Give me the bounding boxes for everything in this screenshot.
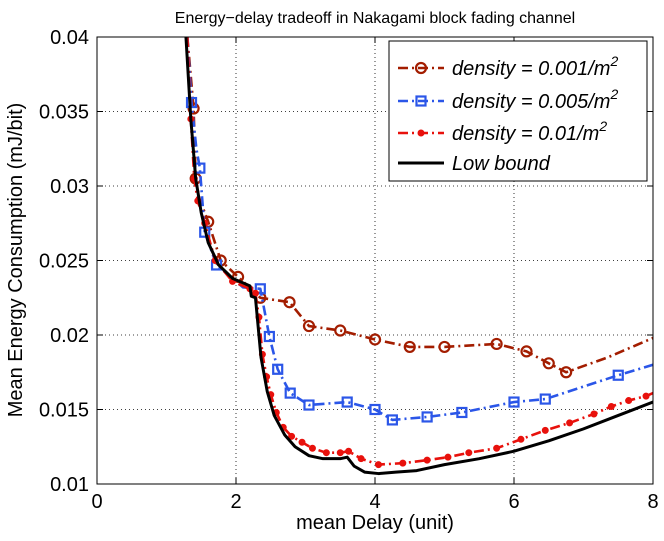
x-tick-label-2: 4	[369, 491, 380, 513]
series-line-2	[186, 37, 653, 466]
legend-marker-2	[417, 129, 425, 137]
series-2-point-30	[566, 419, 574, 427]
legend-label-text-1: density = 0.005/m	[452, 91, 610, 113]
y-tick-label-5: 0.035	[39, 102, 89, 124]
series-2-point-32	[607, 403, 615, 411]
x-axis-title: mean Delay (unit)	[296, 512, 454, 534]
series-0-point-12	[403, 340, 416, 354]
legend-label-text-0: density = 0.001/m	[452, 58, 610, 80]
series-1-point-8	[254, 283, 266, 295]
legend-label-superscript-1: 2	[609, 86, 618, 102]
series-2-point-27	[493, 444, 501, 452]
x-tick-label-1: 2	[230, 491, 241, 513]
x-tick-label-0: 0	[91, 491, 102, 513]
series-1-point-10	[272, 363, 284, 375]
series-2-point-25	[444, 453, 452, 461]
series-1-point-16	[421, 411, 433, 423]
legend-box	[388, 40, 648, 182]
legend-label-superscript-2: 2	[598, 118, 607, 134]
series-0-point-9	[302, 319, 316, 333]
series-0-point-1	[187, 102, 200, 115]
series-2-point-16	[298, 438, 306, 446]
legend-label-1: density = 0.005/m2	[452, 86, 618, 113]
series-0-point-13	[438, 340, 451, 354]
legend-label-3: Low bound	[452, 153, 551, 175]
series-0-point-8	[283, 296, 296, 309]
series-1-point-15	[386, 414, 398, 426]
series-2-point-8	[251, 289, 259, 297]
series-3	[184, 37, 653, 476]
series-0-point-11	[368, 333, 382, 346]
series-2-point-22	[374, 461, 382, 469]
x-tick-label-3: 6	[508, 491, 519, 513]
series-line-3	[184, 37, 653, 476]
series-layer	[184, 37, 653, 476]
series-1-point-12	[303, 399, 315, 411]
series-0-point-15	[520, 345, 533, 358]
series-0-point-17	[560, 366, 573, 379]
legend-marker-1	[415, 95, 427, 107]
series-2-point-18	[322, 449, 330, 457]
legend-marker-0	[414, 61, 428, 75]
series-2-point-23	[399, 459, 407, 467]
series-2-point-34	[642, 392, 650, 400]
chart-title: Energy−delay tradeoff in Nakagami block …	[175, 10, 575, 27]
y-axis-title: Mean Energy Consumption (mJ/bit)	[5, 103, 27, 418]
series-0-point-10	[334, 324, 347, 337]
series-0-point-14	[490, 337, 503, 351]
series-1-point-14	[369, 403, 381, 416]
y-tick-label-1: 0.015	[39, 400, 89, 422]
tick-layer: 0 2 4 6 8 0.01 0.015 0.02 0.025 0.03 0.035 0.04	[39, 27, 659, 513]
series-1-point-19	[539, 393, 551, 405]
y-tick-label-2: 0.02	[50, 325, 89, 347]
y-tick-label-6: 0.04	[50, 27, 89, 49]
x-tick-label-4: 8	[647, 491, 658, 513]
y-tick-label-4: 0.03	[50, 176, 89, 198]
series-2-point-24	[423, 456, 431, 464]
series-2-point-29	[541, 426, 549, 434]
series-0-point-16	[542, 357, 555, 370]
series-1-point-11	[284, 387, 296, 399]
series-2-point-19	[336, 449, 344, 457]
y-tick-label-3: 0.025	[39, 251, 89, 273]
series-2-point-26	[465, 449, 473, 457]
series-1-point-13	[341, 396, 353, 408]
series-1-point-17	[456, 406, 468, 419]
y-tick-label-0: 0.01	[50, 474, 89, 496]
series-2-point-33	[625, 397, 633, 405]
series-2-point-28	[517, 435, 525, 443]
legend-label-superscript-0: 2	[609, 53, 618, 69]
series-2-point-17	[308, 444, 316, 452]
series-2-point-31	[590, 410, 598, 418]
series-2-point-20	[345, 447, 353, 455]
legend-label-text-3: Low bound	[452, 153, 551, 175]
series-line-1	[186, 37, 653, 422]
series-1-point-18	[508, 396, 520, 408]
series-1-point-20	[612, 369, 624, 381]
legend-label-0: density = 0.001/m2	[452, 53, 618, 80]
legend-label-2: density = 0.01/m2	[452, 118, 607, 145]
series-1-point-9	[263, 330, 275, 343]
legend-label-text-2: density = 0.01/m	[452, 123, 599, 145]
series-2-point-21	[357, 455, 365, 463]
series-2-point-15	[288, 432, 296, 440]
